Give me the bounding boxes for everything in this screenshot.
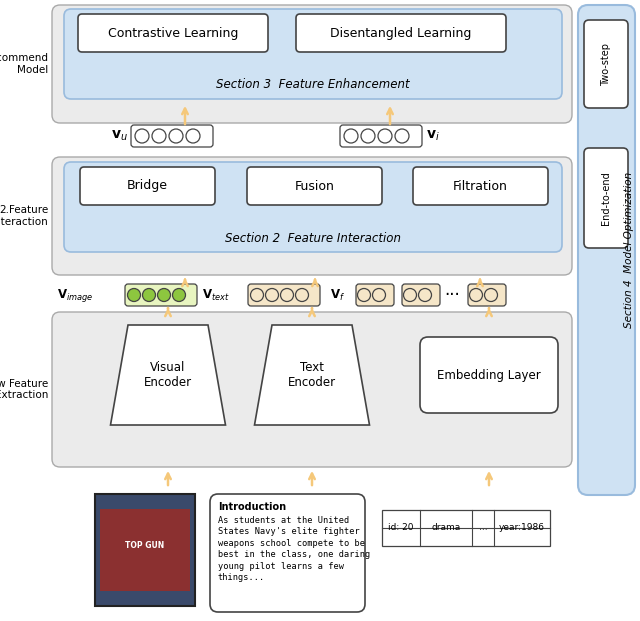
FancyBboxPatch shape bbox=[95, 494, 195, 606]
Text: drama: drama bbox=[431, 524, 461, 532]
Circle shape bbox=[169, 129, 183, 143]
FancyBboxPatch shape bbox=[131, 125, 213, 147]
FancyBboxPatch shape bbox=[413, 167, 548, 205]
Text: $\mathbf{v}_u$: $\mathbf{v}_u$ bbox=[111, 129, 128, 143]
Text: Visual
Encoder: Visual Encoder bbox=[144, 361, 192, 389]
FancyBboxPatch shape bbox=[210, 494, 365, 612]
Circle shape bbox=[186, 129, 200, 143]
Circle shape bbox=[395, 129, 409, 143]
Circle shape bbox=[280, 289, 294, 302]
Text: $\mathbf{V}_{f}$: $\mathbf{V}_{f}$ bbox=[330, 288, 345, 302]
Circle shape bbox=[127, 289, 141, 302]
Text: Section 4  Model Optimization: Section 4 Model Optimization bbox=[624, 172, 634, 328]
Circle shape bbox=[403, 289, 417, 302]
FancyBboxPatch shape bbox=[64, 9, 562, 99]
Text: Embedding Layer: Embedding Layer bbox=[437, 368, 541, 381]
Circle shape bbox=[152, 129, 166, 143]
Circle shape bbox=[344, 129, 358, 143]
Polygon shape bbox=[111, 325, 225, 425]
Circle shape bbox=[143, 289, 156, 302]
Circle shape bbox=[358, 289, 371, 302]
Text: Filtration: Filtration bbox=[453, 179, 508, 193]
Text: Section 2  Feature Interaction: Section 2 Feature Interaction bbox=[225, 232, 401, 245]
Text: Disentangled Learning: Disentangled Learning bbox=[330, 27, 472, 40]
Text: As students at the United
States Navy's elite fighter
weapons school compete to : As students at the United States Navy's … bbox=[218, 516, 371, 582]
Circle shape bbox=[296, 289, 308, 302]
Circle shape bbox=[372, 289, 385, 302]
Text: 2.Feature
Interaction: 2.Feature Interaction bbox=[0, 205, 48, 227]
Text: Introduction: Introduction bbox=[218, 502, 286, 512]
FancyBboxPatch shape bbox=[468, 284, 506, 306]
FancyBboxPatch shape bbox=[78, 14, 268, 52]
FancyBboxPatch shape bbox=[248, 284, 320, 306]
Text: 1.Raw Feature
Extraction: 1.Raw Feature Extraction bbox=[0, 379, 48, 401]
Circle shape bbox=[361, 129, 375, 143]
FancyBboxPatch shape bbox=[584, 148, 628, 248]
FancyBboxPatch shape bbox=[402, 284, 440, 306]
Text: Bridge: Bridge bbox=[127, 179, 168, 193]
Circle shape bbox=[470, 289, 483, 302]
Circle shape bbox=[135, 129, 149, 143]
FancyBboxPatch shape bbox=[64, 162, 562, 252]
Polygon shape bbox=[255, 325, 369, 425]
FancyBboxPatch shape bbox=[100, 509, 190, 591]
Text: 3.Recommend
Model: 3.Recommend Model bbox=[0, 53, 48, 75]
FancyBboxPatch shape bbox=[80, 167, 215, 205]
Circle shape bbox=[266, 289, 278, 302]
Circle shape bbox=[250, 289, 264, 302]
FancyBboxPatch shape bbox=[356, 284, 394, 306]
FancyBboxPatch shape bbox=[578, 5, 635, 495]
Text: Section 3  Feature Enhancement: Section 3 Feature Enhancement bbox=[216, 78, 410, 91]
Text: Text
Encoder: Text Encoder bbox=[288, 361, 336, 389]
Text: $\mathbf{V}_{text}$: $\mathbf{V}_{text}$ bbox=[202, 288, 230, 302]
FancyBboxPatch shape bbox=[584, 20, 628, 108]
Text: Fusion: Fusion bbox=[294, 179, 335, 193]
Circle shape bbox=[157, 289, 170, 302]
Circle shape bbox=[484, 289, 497, 302]
FancyBboxPatch shape bbox=[52, 157, 572, 275]
Text: id: 20: id: 20 bbox=[388, 524, 413, 532]
FancyBboxPatch shape bbox=[382, 510, 550, 546]
Text: $\mathbf{V}_{image}$: $\mathbf{V}_{image}$ bbox=[57, 286, 93, 304]
Text: Contrastive Learning: Contrastive Learning bbox=[108, 27, 238, 40]
Text: year:1986: year:1986 bbox=[499, 524, 545, 532]
FancyBboxPatch shape bbox=[52, 312, 572, 467]
FancyBboxPatch shape bbox=[296, 14, 506, 52]
Text: $\mathbf{v}_i$: $\mathbf{v}_i$ bbox=[426, 129, 440, 143]
Circle shape bbox=[378, 129, 392, 143]
Text: ···: ··· bbox=[444, 286, 460, 304]
FancyBboxPatch shape bbox=[340, 125, 422, 147]
Text: End-to-end: End-to-end bbox=[601, 171, 611, 225]
FancyBboxPatch shape bbox=[125, 284, 197, 306]
Text: TOP GUN: TOP GUN bbox=[125, 540, 164, 550]
Text: ...: ... bbox=[479, 524, 487, 532]
FancyBboxPatch shape bbox=[52, 5, 572, 123]
Circle shape bbox=[173, 289, 186, 302]
FancyBboxPatch shape bbox=[420, 337, 558, 413]
Text: Two-step: Two-step bbox=[601, 42, 611, 86]
Circle shape bbox=[419, 289, 431, 302]
FancyBboxPatch shape bbox=[247, 167, 382, 205]
